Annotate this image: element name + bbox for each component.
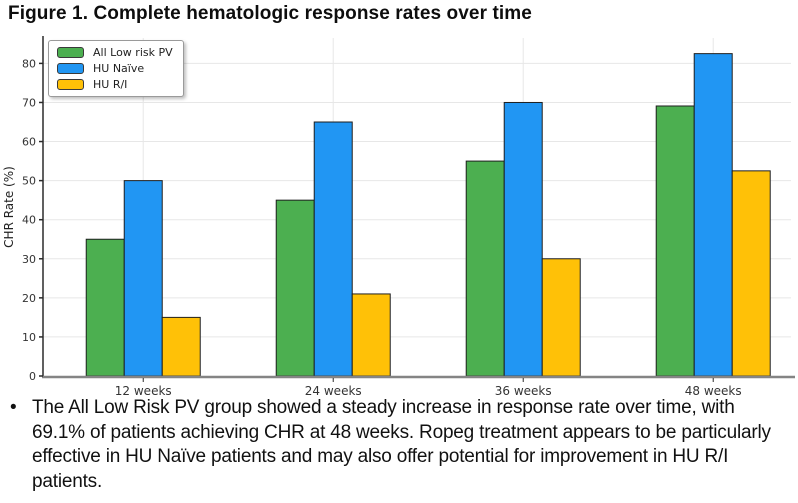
y-axis-title: CHR Rate (%) [2, 166, 16, 248]
chart-area: 0 10 20 30 40 50 60 70 80 12 weeks 24 weeks 36 week… [0, 30, 798, 398]
caption-text: The All Low Risk PV group showed a stead… [32, 397, 771, 492]
bar [465, 160, 505, 377]
y-tick-label: 50 [22, 175, 36, 188]
legend-swatch-yellow [57, 79, 84, 90]
x-tick-label: 36 weeks [495, 384, 552, 398]
y-tick-label: 10 [22, 331, 36, 344]
x-tick-label: 48 weeks [685, 384, 742, 398]
legend-label: HU Naïve [93, 62, 145, 75]
legend-item: All Low risk PV [57, 47, 173, 58]
legend-item: HU Naïve [57, 63, 173, 74]
y-tick-label: 20 [22, 292, 36, 305]
caption-bullet: • The All Low Risk PV group showed a ste… [8, 396, 780, 494]
y-tick-label: 70 [22, 96, 36, 109]
legend-label: All Low risk PV [93, 46, 173, 59]
legend-swatch-blue [57, 63, 84, 74]
y-tick-label: 80 [22, 57, 36, 70]
bar [503, 101, 543, 377]
x-tick-label: 12 weeks [115, 384, 172, 398]
bar [655, 105, 695, 377]
bar [731, 170, 771, 377]
chart-legend: All Low risk PV HU Naïve HU R/I [48, 40, 184, 97]
bar [313, 121, 353, 377]
x-tick-label: 24 weeks [305, 384, 362, 398]
bullet-marker: • [10, 397, 17, 418]
bar [161, 316, 201, 377]
bar [351, 293, 391, 377]
y-tick-label: 0 [29, 370, 36, 383]
bar [693, 53, 733, 377]
y-tick-label: 60 [22, 136, 36, 149]
legend-item: HU R/I [57, 79, 173, 90]
bar [275, 199, 315, 377]
bar [541, 258, 581, 377]
legend-label: HU R/I [93, 78, 128, 91]
y-tick-label: 40 [22, 214, 36, 227]
figure-title: Figure 1. Complete hematologic response … [8, 3, 532, 24]
bar [85, 238, 125, 377]
bar [123, 180, 163, 377]
y-tick-label: 30 [22, 253, 36, 266]
legend-swatch-green [57, 47, 84, 58]
